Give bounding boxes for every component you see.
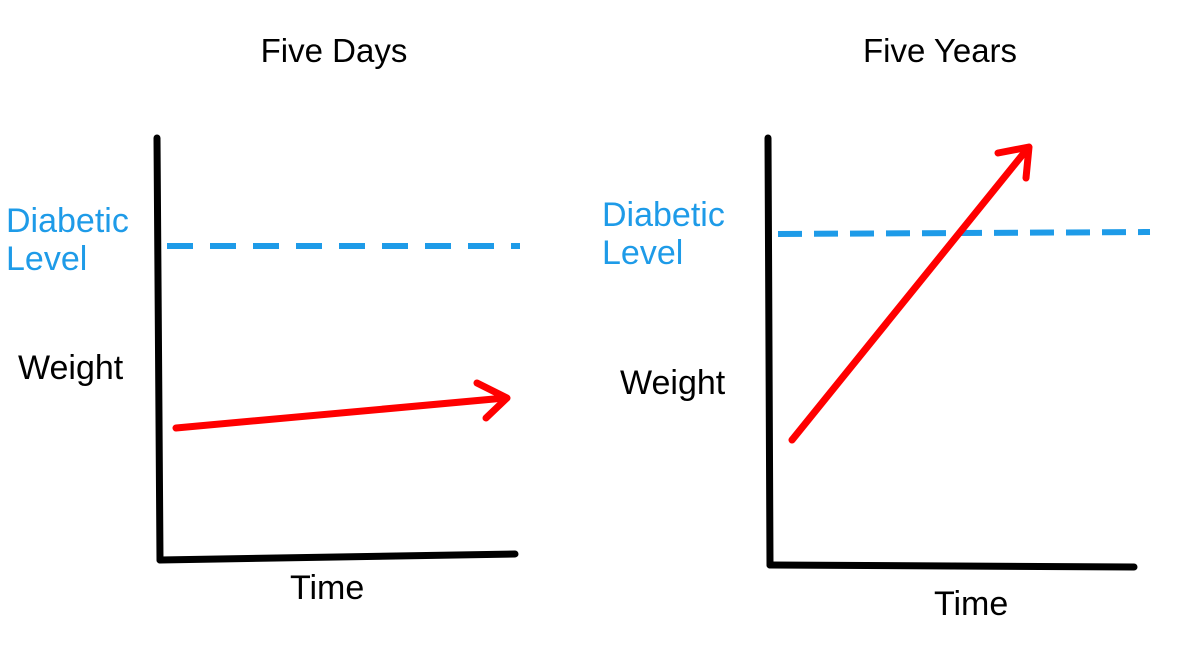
y-axis	[764, 134, 774, 569]
y-axis	[153, 134, 164, 564]
chart-title: Five Days	[260, 32, 408, 69]
weight-trend-arrow	[788, 143, 1033, 444]
x-axis-label: Time	[934, 585, 1009, 623]
diabetic-label-line1: Diabetic	[6, 202, 129, 240]
diabetic-label-line2: Level	[602, 234, 684, 273]
weight-trend-arrow	[172, 379, 511, 432]
diabetic-label-line1: Diabetic	[602, 196, 725, 234]
y-axis-label: Weight	[18, 349, 124, 387]
five-years-plot	[764, 134, 1151, 571]
diabetic-level-label: Diabetic Level	[6, 202, 129, 278]
x-axis	[766, 561, 1138, 571]
diabetic-level-label: Diabetic Level	[602, 196, 725, 272]
x-axis-label: Time	[290, 569, 365, 607]
chart-title: Five Years	[862, 32, 1018, 69]
diabetic-level-line	[777, 229, 1151, 237]
five-years-panel: Five Years Diabetic Level Weight Time	[600, 0, 1200, 648]
x-axis	[156, 550, 519, 564]
five-days-panel: Five Days Diabetic Level Weight Time	[6, 32, 520, 607]
y-axis-label: Weight	[620, 364, 726, 402]
diabetic-label-line2: Level	[6, 240, 88, 279]
five-days-plot	[153, 134, 520, 564]
